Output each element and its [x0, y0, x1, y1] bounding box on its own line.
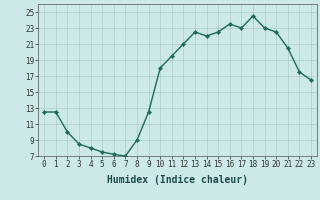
X-axis label: Humidex (Indice chaleur): Humidex (Indice chaleur) — [107, 175, 248, 185]
